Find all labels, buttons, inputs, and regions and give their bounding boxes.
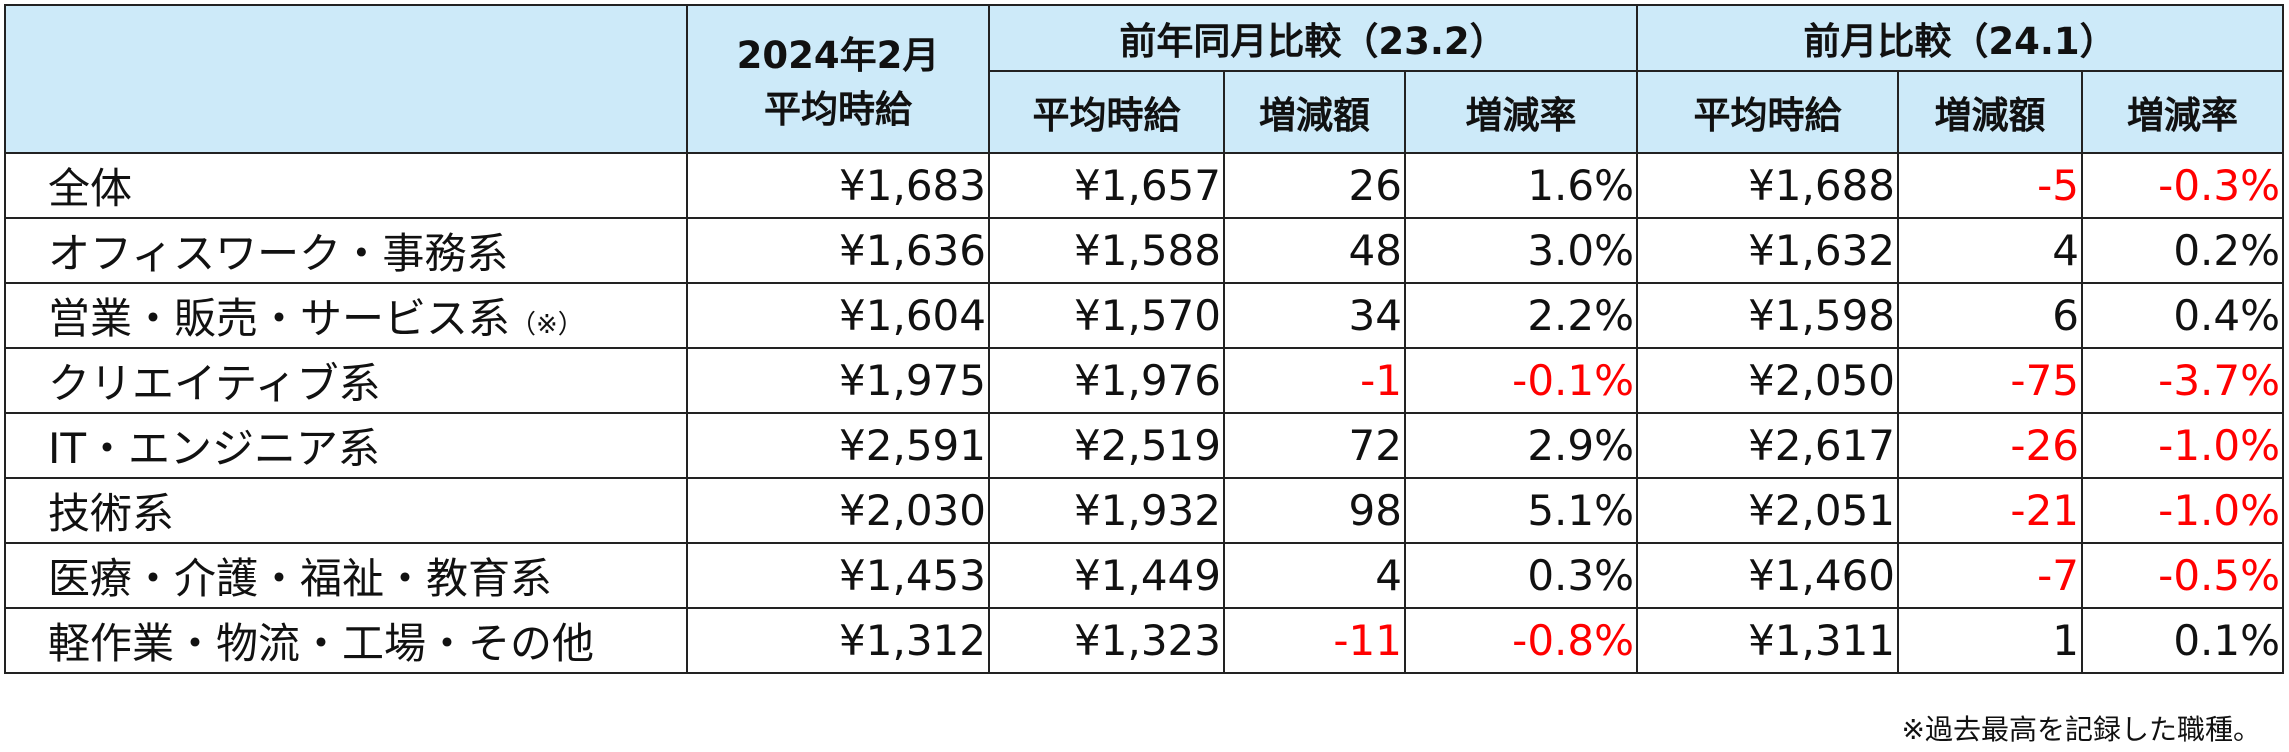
value-cell: ¥1,636 [686, 217, 990, 284]
value-cell: 1 [1897, 607, 2084, 674]
value-cell: 2.2% [1403, 282, 1639, 349]
value-cell: 0.1% [2081, 607, 2285, 674]
value-cell: ¥1,688 [1636, 152, 1900, 219]
table-row: 営業・販売・サービス系（※） ¥1,604 ¥1,570 34 2.2% ¥1,598 6 0… [4, 282, 2285, 349]
value-cell: ¥1,460 [1636, 542, 1900, 609]
value-cell: ¥2,591 [686, 412, 990, 479]
value-cell: -0.1% [1403, 347, 1639, 414]
mom-header: 前月比較（24.1） [1636, 4, 2285, 72]
value-cell: ¥2,030 [686, 477, 990, 544]
value-cell: ¥2,617 [1636, 412, 1900, 479]
value-cell: ¥1,311 [1636, 607, 1900, 674]
value-cell: -75 [1897, 347, 2084, 414]
value-cell: ¥1,976 [988, 347, 1225, 414]
table-row: IT・エンジニア系 ¥2,591 ¥2,519 72 2.9% ¥2,617 -26 -1.0… [4, 412, 2285, 479]
value-cell: ¥2,051 [1636, 477, 1900, 544]
column-header: 増減額 [1897, 70, 2084, 154]
value-cell: ¥1,604 [686, 282, 990, 349]
label-text: 営業・販売・サービス系 [48, 294, 511, 343]
table-row: 技術系 ¥2,030 ¥1,932 98 5.1% ¥2,051 -21 -1.0% [4, 477, 2285, 544]
value-cell: 48 [1223, 217, 1406, 284]
value-cell: ¥1,588 [988, 217, 1225, 284]
value-cell: 4 [1223, 542, 1406, 609]
value-cell: 4 [1897, 217, 2084, 284]
corner [4, 4, 688, 154]
value-cell: 3.0% [1403, 217, 1639, 284]
value-cell: 72 [1223, 412, 1406, 479]
table-row: オフィスワーク・事務系 ¥1,636 ¥1,588 48 3.0% ¥1,632 4 0.2% [4, 217, 2285, 284]
value-cell: -21 [1897, 477, 2084, 544]
label-text: IT・エンジニア系 [48, 424, 381, 473]
column-header: 増減率 [1403, 70, 1639, 154]
row-label: 全体 [4, 152, 688, 219]
value-cell: ¥1,449 [988, 542, 1225, 609]
value-cell: -0.5% [2081, 542, 2285, 609]
table-row: 医療・介護・福祉・教育系 ¥1,453 ¥1,449 4 0.3% ¥1,460 -7 -0.… [4, 542, 2285, 609]
value-cell: ¥1,632 [1636, 217, 1900, 284]
label-text: 医療・介護・福祉・教育系 [48, 554, 553, 603]
row-label: 医療・介護・福祉・教育系 [4, 542, 688, 609]
row-label: 技術系 [4, 477, 688, 544]
value-cell: -5 [1897, 152, 2084, 219]
column-header: 増減率 [2081, 70, 2285, 154]
value-cell: -1 [1223, 347, 1406, 414]
value-cell: 26 [1223, 152, 1406, 219]
value-cell: -0.8% [1403, 607, 1639, 674]
value-cell: ¥1,683 [686, 152, 990, 219]
value-cell: ¥2,050 [1636, 347, 1900, 414]
value-cell: ¥2,519 [988, 412, 1225, 479]
value-cell: -26 [1897, 412, 2084, 479]
value-cell: ¥1,312 [686, 607, 990, 674]
column-header: 平均時給 [1636, 70, 1900, 154]
label-note: （※） [510, 310, 584, 340]
value-cell: 2.9% [1403, 412, 1639, 479]
header-line: 平均時給 [764, 88, 912, 131]
column-header: 平均時給 [988, 70, 1225, 154]
row-label: 営業・販売・サービス系（※） [4, 282, 688, 349]
wage-table: 2024年2月 平均時給 前年同月比較（23.2） 前月比較（24.1） 平均時給… [4, 4, 2285, 674]
value-cell: -1.0% [2081, 477, 2285, 544]
table-row: クリエイティブ系 ¥1,975 ¥1,976 -1 -0.1% ¥2,050 -75 -3.7… [4, 347, 2285, 414]
table-row: 全体 ¥1,683 ¥1,657 26 1.6% ¥1,688 -5 -0.3% [4, 152, 2285, 219]
label-text: オフィスワーク・事務系 [48, 229, 509, 278]
value-cell: -1.0% [2081, 412, 2285, 479]
value-cell: ¥1,453 [686, 542, 990, 609]
value-cell: -3.7% [2081, 347, 2285, 414]
row-label: クリエイティブ系 [4, 347, 688, 414]
value-cell: 6 [1897, 282, 2084, 349]
row-label: IT・エンジニア系 [4, 412, 688, 479]
value-cell: ¥1,598 [1636, 282, 1900, 349]
label-text: 技術系 [48, 489, 175, 538]
label-text: 軽作業・物流・工場・その他 [48, 619, 595, 668]
footnote: ※過去最高を記録した職種。 [1901, 713, 2261, 746]
header-line: 2024年2月 [736, 34, 940, 77]
value-cell: 5.1% [1403, 477, 1639, 544]
value-cell: 0.3% [1403, 542, 1639, 609]
value-cell: -11 [1223, 607, 1406, 674]
value-cell: -0.3% [2081, 152, 2285, 219]
value-cell: 0.2% [2081, 217, 2285, 284]
value-cell: 0.4% [2081, 282, 2285, 349]
label-text: クリエイティブ系 [48, 359, 381, 408]
row-label: 軽作業・物流・工場・その他 [4, 607, 688, 674]
yoy-header: 前年同月比較（23.2） [987, 4, 1639, 72]
value-cell: 98 [1223, 477, 1406, 544]
label-text: 全体 [48, 164, 133, 213]
value-cell: 34 [1223, 282, 1406, 349]
row-label: オフィスワーク・事務系 [4, 217, 688, 284]
value-cell: ¥1,657 [988, 152, 1225, 219]
table-body: 全体 ¥1,683 ¥1,657 26 1.6% ¥1,688 -5 -0.3% オフィスワーク… [4, 152, 2285, 674]
column-header: 増減額 [1223, 70, 1406, 154]
value-cell: ¥1,975 [686, 347, 990, 414]
value-cell: 1.6% [1403, 152, 1639, 219]
value-cell: ¥1,570 [988, 282, 1225, 349]
value-cell: ¥1,323 [988, 607, 1225, 674]
current-header: 2024年2月 平均時給 [686, 4, 990, 154]
value-cell: ¥1,932 [988, 477, 1225, 544]
table-row: 軽作業・物流・工場・その他 ¥1,312 ¥1,323 -11 -0.8% ¥1,311 1… [4, 607, 2285, 674]
value-cell: -7 [1897, 542, 2084, 609]
